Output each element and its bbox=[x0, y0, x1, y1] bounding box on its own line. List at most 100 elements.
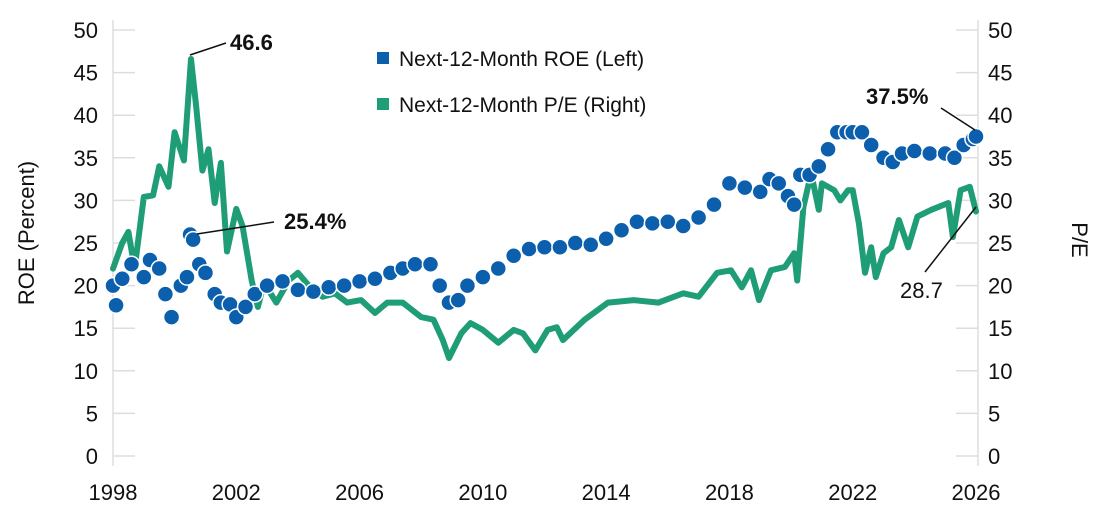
roe-point bbox=[320, 278, 338, 297]
roe-point bbox=[566, 234, 585, 252]
roe-point bbox=[135, 268, 153, 286]
roe-point bbox=[581, 235, 600, 254]
roe-point bbox=[535, 238, 554, 257]
x-tick-label: 2006 bbox=[335, 480, 384, 505]
left-tick-label: 25 bbox=[74, 231, 98, 256]
roe-point bbox=[967, 127, 985, 146]
roe-point bbox=[769, 174, 788, 193]
roe-point bbox=[289, 281, 307, 299]
left-tick-label: 35 bbox=[74, 146, 98, 171]
x-tick-label: 2002 bbox=[212, 480, 261, 505]
roe-point bbox=[905, 142, 924, 160]
right-tick-label: 35 bbox=[988, 146, 1012, 171]
axes: 0 5 10 15 20 25 30 35 40 45 50 0 5 10 15 20 25 30 35 40 45 50… bbox=[74, 18, 1013, 505]
roe-point bbox=[156, 285, 175, 303]
roe-point bbox=[258, 276, 276, 295]
right-axis-title: P/E bbox=[1067, 222, 1092, 257]
annotations: 46.6 25.4% 37.5% 28.7 bbox=[189, 30, 977, 303]
annotation-leader-pe-latest bbox=[924, 206, 977, 273]
legend-pe-label: Next-12-Month P/E (Right) bbox=[399, 94, 646, 117]
roe-point bbox=[489, 259, 508, 278]
roe-point bbox=[945, 149, 964, 167]
roe-point bbox=[304, 282, 323, 301]
annotation-leader-peak bbox=[189, 42, 227, 56]
roe-point bbox=[350, 272, 369, 291]
annotation-roe-2000: 25.4% bbox=[284, 209, 346, 234]
right-tick-label: 10 bbox=[988, 359, 1012, 384]
roe-point bbox=[551, 238, 569, 257]
roe-point bbox=[273, 272, 292, 291]
roe-point bbox=[736, 178, 754, 197]
roe-point bbox=[853, 123, 871, 141]
roe-point bbox=[458, 276, 477, 295]
roe-point bbox=[184, 230, 202, 249]
roe-point bbox=[474, 268, 492, 286]
x-tick-label: 2022 bbox=[828, 480, 877, 505]
roe-point bbox=[421, 255, 440, 274]
right-tick-label: 45 bbox=[988, 61, 1012, 86]
roe-point bbox=[449, 291, 467, 309]
pe-series bbox=[110, 56, 979, 361]
roe-point bbox=[705, 195, 723, 214]
right-tick-label: 15 bbox=[988, 316, 1012, 341]
right-tick-label: 50 bbox=[988, 18, 1012, 43]
roe-point bbox=[674, 217, 692, 235]
annotation-roe-latest: 37.5% bbox=[866, 84, 928, 109]
roe-point bbox=[335, 276, 353, 295]
left-tick-label: 20 bbox=[74, 274, 98, 299]
roe-point bbox=[720, 174, 739, 193]
roe-point bbox=[659, 212, 677, 231]
roe-point bbox=[520, 240, 538, 258]
roe-point bbox=[751, 183, 769, 201]
roe-point bbox=[113, 270, 131, 288]
roe-point bbox=[921, 144, 939, 163]
roe-point bbox=[862, 136, 880, 154]
left-tick-label: 5 bbox=[86, 401, 98, 426]
roe-point bbox=[689, 208, 708, 227]
right-tick-label: 40 bbox=[988, 103, 1012, 128]
x-tick-label: 1998 bbox=[89, 480, 138, 505]
roe-point bbox=[107, 296, 125, 314]
roe-point bbox=[628, 212, 646, 231]
annotation-pe-latest: 28.7 bbox=[900, 278, 943, 303]
annotation-pe-peak: 46.6 bbox=[230, 30, 273, 55]
roe-point bbox=[406, 255, 424, 274]
roe-point bbox=[819, 140, 837, 159]
roe-point bbox=[785, 195, 803, 214]
roe-point bbox=[366, 270, 384, 288]
right-tick-label: 25 bbox=[988, 231, 1012, 256]
roe-point bbox=[504, 247, 523, 265]
x-tick-label: 2014 bbox=[582, 480, 631, 505]
x-tick-label: 2010 bbox=[458, 480, 507, 505]
roe-point bbox=[430, 276, 449, 295]
roe-point bbox=[150, 259, 168, 278]
roe-point bbox=[178, 268, 196, 286]
left-tick-label: 15 bbox=[74, 316, 98, 341]
right-tick-label: 5 bbox=[988, 401, 1000, 426]
left-tick-label: 10 bbox=[74, 359, 98, 384]
left-tick-label: 30 bbox=[74, 188, 98, 213]
roe-point bbox=[122, 255, 141, 274]
roe-point bbox=[246, 285, 264, 303]
right-tick-label: 20 bbox=[988, 274, 1012, 299]
right-tick-label: 30 bbox=[988, 188, 1012, 213]
roe-series bbox=[104, 123, 985, 326]
legend-roe-label: Next-12-Month ROE (Left) bbox=[399, 48, 644, 71]
annotation-leader-roe-2000 bbox=[196, 221, 275, 235]
roe-point bbox=[810, 157, 828, 176]
roe-point bbox=[236, 298, 255, 316]
left-tick-label: 45 bbox=[74, 61, 98, 86]
right-tick-label: 0 bbox=[988, 444, 1000, 469]
left-tick-label: 0 bbox=[86, 444, 98, 469]
roe-point bbox=[597, 229, 615, 248]
x-tick-label: 2026 bbox=[952, 480, 1001, 505]
left-tick-label: 40 bbox=[74, 103, 98, 128]
pe-line bbox=[110, 56, 979, 361]
legend: Next-12-Month ROE (Left) Next-12-Month P… bbox=[377, 48, 646, 117]
roe-point bbox=[162, 308, 181, 326]
roe-point bbox=[643, 214, 662, 233]
legend-roe-swatch bbox=[377, 52, 389, 64]
legend-pe-swatch bbox=[377, 98, 389, 110]
roe-point bbox=[612, 221, 631, 239]
